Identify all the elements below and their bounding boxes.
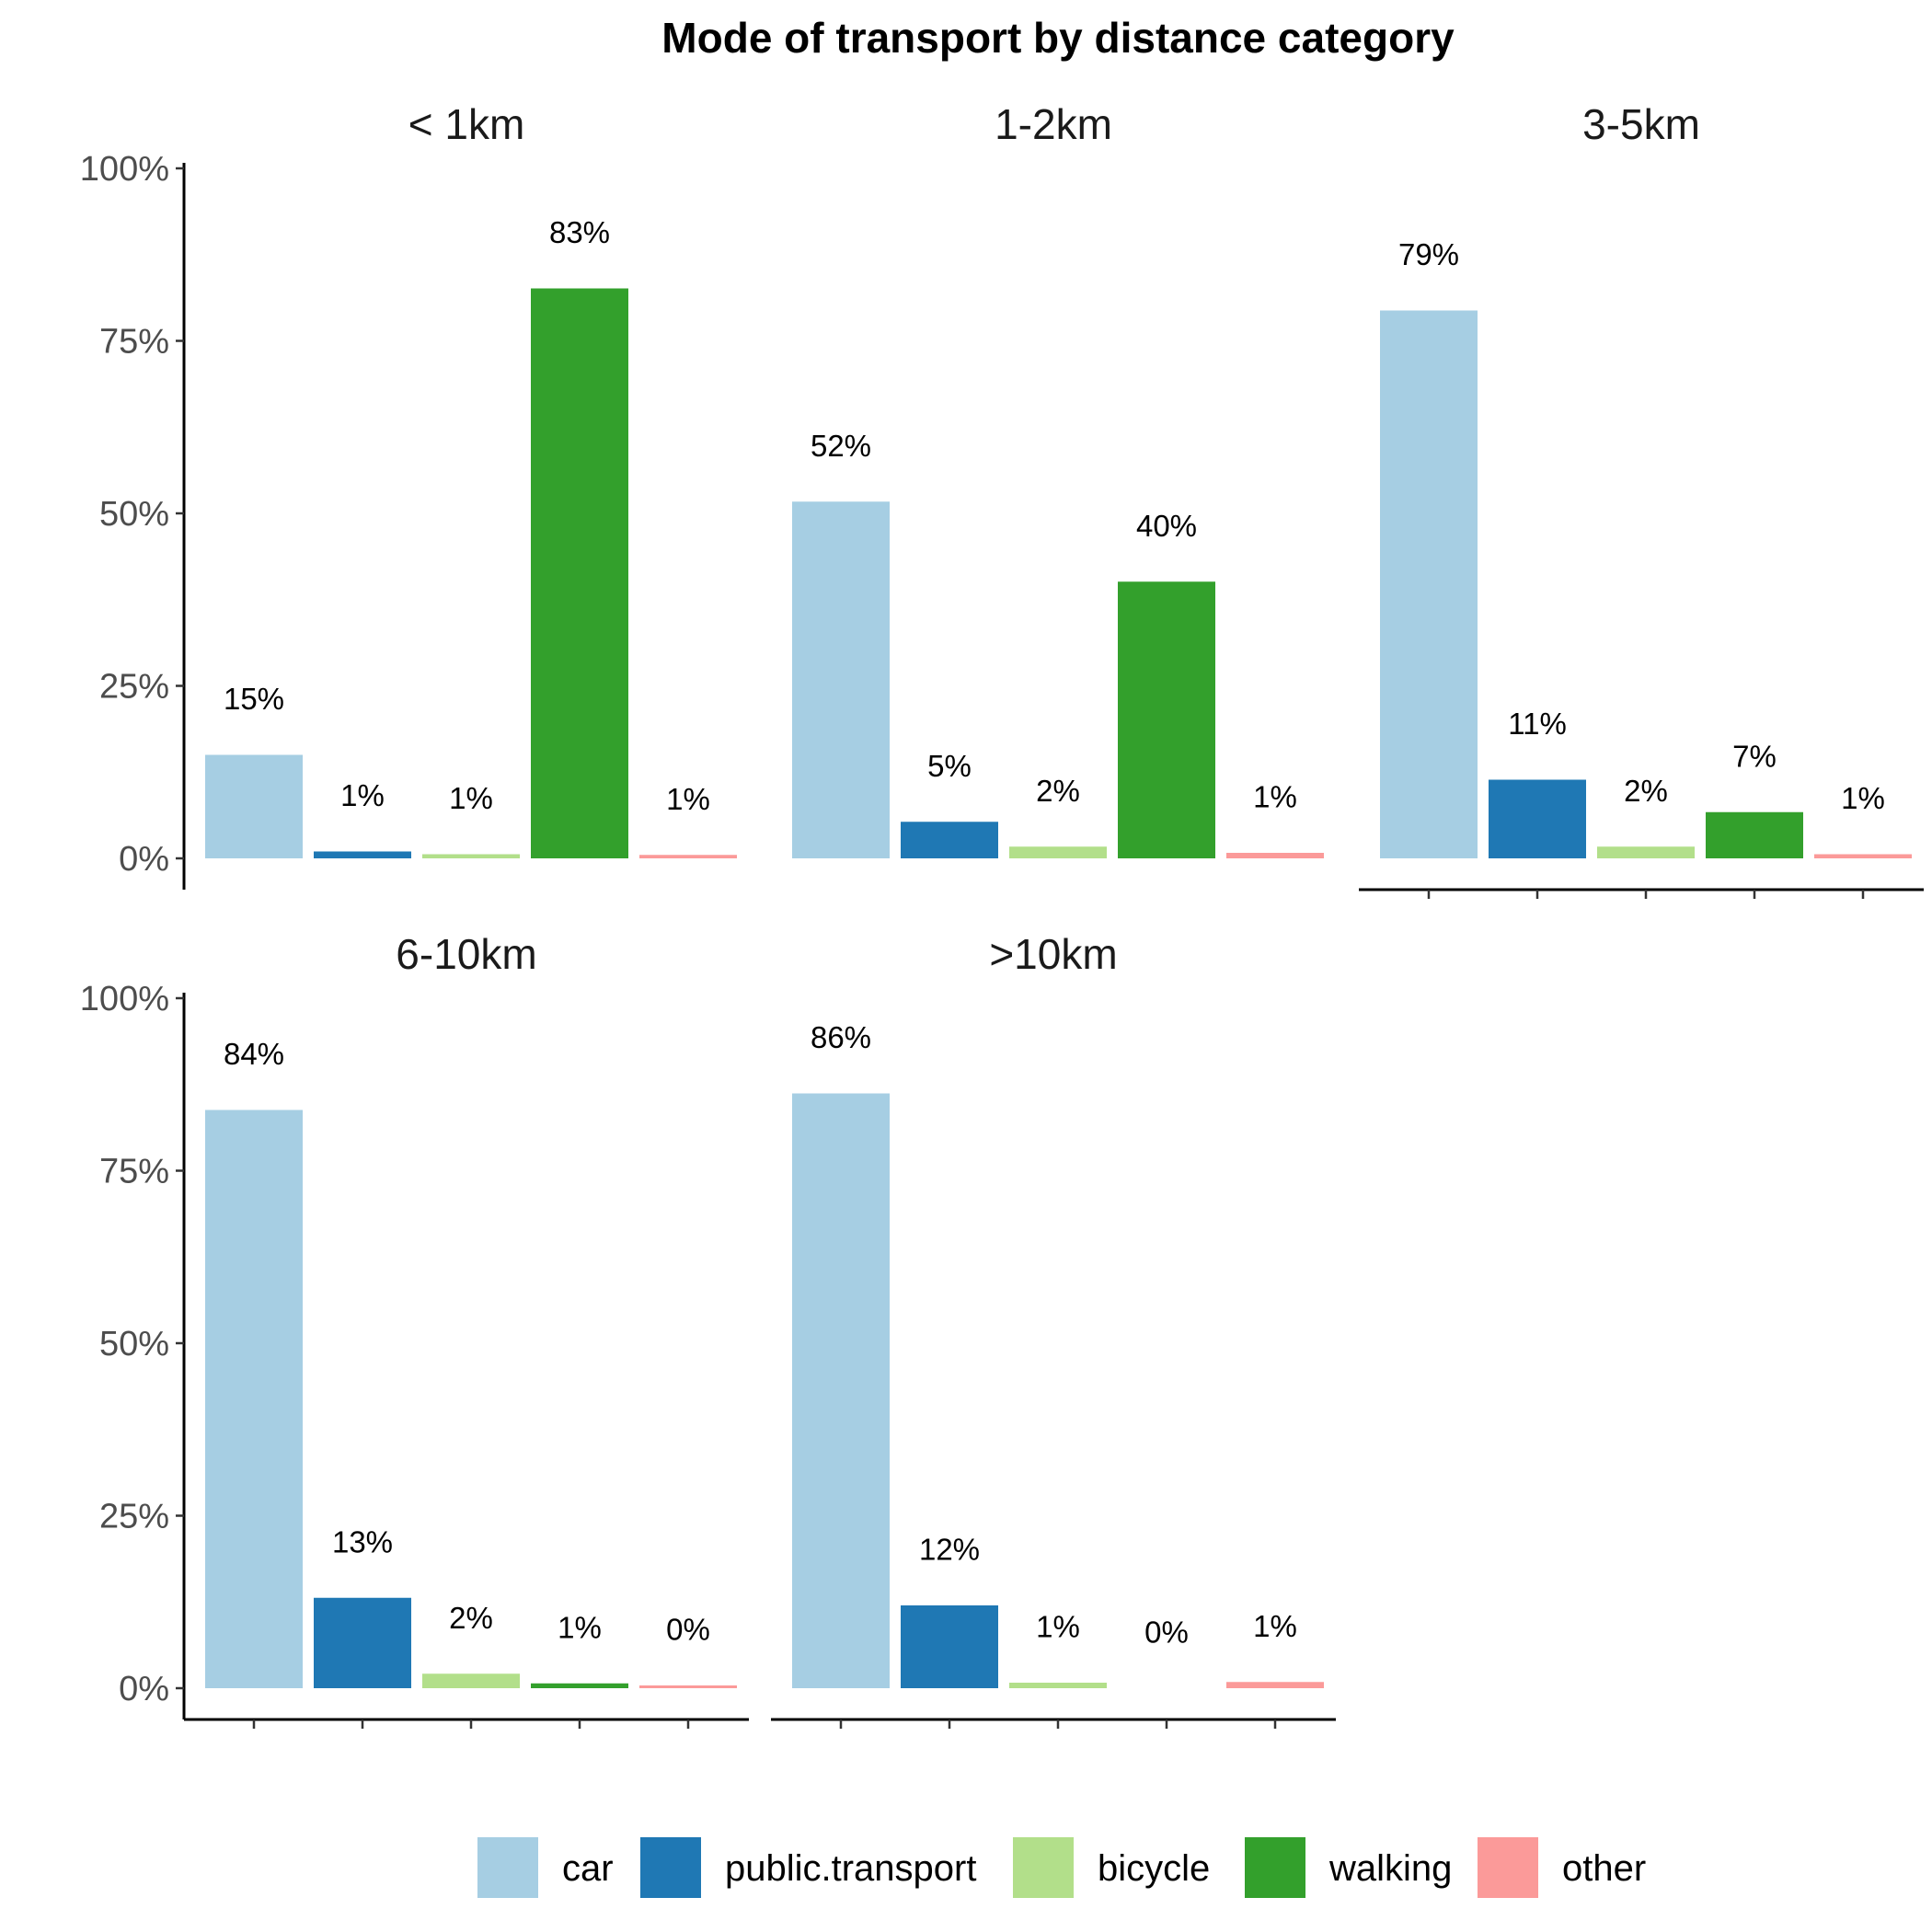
bar-label-1-2km-public-transport: 5% — [927, 749, 972, 783]
y-tick-label-6-10km-1: 25% — [99, 1498, 169, 1536]
bar-label-6-10km-public-transport: 13% — [332, 1524, 393, 1558]
bar-label-3-5km-walking: 7% — [1732, 739, 1777, 773]
legend-key-bicycle — [1013, 1837, 1074, 1898]
bar-lt-1km-public-transport — [314, 851, 411, 858]
bar-label-gt10km-other: 1% — [1253, 1609, 1297, 1643]
bar-3-5km-public-transport — [1489, 779, 1586, 858]
bar-6-10km-other — [639, 1685, 737, 1688]
legend-label-public-transport: public.transport — [725, 1848, 976, 1889]
bar-6-10km-car — [205, 1110, 303, 1688]
bar-1-2km-other — [1226, 853, 1324, 858]
bar-lt-1km-bicycle — [422, 854, 520, 858]
legend-label-other: other — [1562, 1848, 1646, 1889]
bar-label-gt10km-bicycle: 1% — [1036, 1610, 1080, 1644]
bar-3-5km-other — [1814, 854, 1912, 858]
y-tick-label-lt-1km-0: 0% — [119, 840, 169, 879]
legend-key-walking — [1245, 1837, 1305, 1898]
bar-1-2km-car — [792, 501, 890, 858]
legend-key-car — [477, 1837, 538, 1898]
bar-label-1-2km-walking: 40% — [1136, 509, 1197, 543]
facet-panels: < 1km 15% 1% 1% 83% 1% 0% 25% 50% 75% 100% 1-2km 52%… — [80, 100, 1924, 1729]
bar-lt-1km-other — [639, 855, 737, 858]
y-tick-label-lt-1km-4: 100% — [80, 150, 169, 189]
y-tick-label-lt-1km-1: 25% — [99, 668, 169, 707]
bar-1-2km-public-transport — [901, 822, 998, 858]
bar-1-2km-bicycle — [1009, 846, 1107, 858]
legend: car public.transport bicycle walking other — [477, 1837, 1646, 1898]
bar-label-3-5km-bicycle: 2% — [1624, 774, 1668, 808]
bar-label-1-2km-bicycle: 2% — [1036, 774, 1080, 808]
bar-label-3-5km-public-transport: 11% — [1508, 707, 1567, 741]
bar-gt10km-bicycle — [1009, 1683, 1107, 1688]
bar-label-gt10km-walking: 0% — [1144, 1616, 1189, 1650]
y-tick-label-6-10km-4: 100% — [80, 980, 169, 1018]
facet-title-gt10km: >10km — [989, 930, 1117, 978]
legend-key-other — [1478, 1837, 1538, 1898]
y-tick-label-6-10km-2: 50% — [99, 1325, 169, 1363]
bar-label-lt-1km-car: 15% — [224, 682, 284, 716]
bar-label-3-5km-car: 79% — [1398, 237, 1459, 271]
bar-gt10km-public-transport — [901, 1605, 998, 1688]
y-tick-label-lt-1km-3: 75% — [99, 323, 169, 362]
bar-3-5km-walking — [1706, 811, 1803, 858]
bar-label-6-10km-car: 84% — [224, 1037, 284, 1071]
bar-6-10km-public-transport — [314, 1597, 411, 1688]
facet-title-1-2km: 1-2km — [995, 100, 1112, 148]
facet-panel-lt-1km: < 1km 15% 1% 1% 83% 1% 0% 25% 50% 75% 100% — [80, 100, 737, 890]
bar-label-lt-1km-public-transport: 1% — [340, 778, 385, 812]
bar-label-6-10km-walking: 1% — [558, 1610, 602, 1644]
legend-label-bicycle: bicycle — [1098, 1848, 1210, 1889]
y-tick-label-6-10km-0: 0% — [119, 1670, 169, 1708]
bar-label-gt10km-car: 86% — [811, 1020, 871, 1054]
bar-label-lt-1km-bicycle: 1% — [449, 781, 493, 815]
bar-label-gt10km-public-transport: 12% — [919, 1533, 980, 1567]
bar-lt-1km-walking — [531, 288, 628, 858]
bar-label-1-2km-other: 1% — [1253, 780, 1297, 814]
bar-1-2km-walking — [1118, 581, 1215, 858]
chart-title: Mode of transport by distance category — [661, 14, 1455, 62]
y-tick-label-6-10km-3: 75% — [99, 1153, 169, 1191]
y-tick-label-lt-1km-2: 50% — [99, 495, 169, 534]
bar-label-6-10km-bicycle: 2% — [449, 1601, 493, 1635]
facet-panel-1-2km: 1-2km 52% 5% 2% 40% 1% — [792, 100, 1324, 858]
bar-gt10km-other — [1226, 1682, 1324, 1688]
facet-panel-gt10km: >10km 86% 12% 1% 0% 1% — [771, 930, 1336, 1729]
bar-label-6-10km-other: 0% — [666, 1613, 710, 1647]
legend-label-car: car — [562, 1848, 614, 1889]
facet-title-3-5km: 3-5km — [1582, 100, 1700, 148]
facet-title-6-10km: 6-10km — [396, 930, 536, 978]
bar-label-3-5km-other: 1% — [1841, 781, 1885, 815]
bar-lt-1km-car — [205, 754, 303, 858]
bar-label-lt-1km-walking: 83% — [549, 215, 610, 249]
legend-label-walking: walking — [1328, 1848, 1452, 1889]
bar-6-10km-bicycle — [422, 1673, 520, 1688]
bar-3-5km-car — [1380, 310, 1478, 858]
facet-panel-6-10km: 6-10km 84% 13% 2% 1% 0% 0% 25% 50% 75% 100% — [80, 930, 749, 1729]
bar-3-5km-bicycle — [1597, 846, 1695, 858]
facet-panel-3-5km: 3-5km 79% 11% 2% 7% 1% — [1359, 100, 1924, 899]
bar-label-1-2km-car: 52% — [811, 429, 871, 463]
bar-label-lt-1km-other: 1% — [666, 782, 710, 816]
bar-6-10km-walking — [531, 1683, 628, 1688]
bar-gt10km-car — [792, 1093, 890, 1688]
facet-title-lt-1km: < 1km — [408, 100, 525, 148]
legend-key-public-transport — [640, 1837, 701, 1898]
